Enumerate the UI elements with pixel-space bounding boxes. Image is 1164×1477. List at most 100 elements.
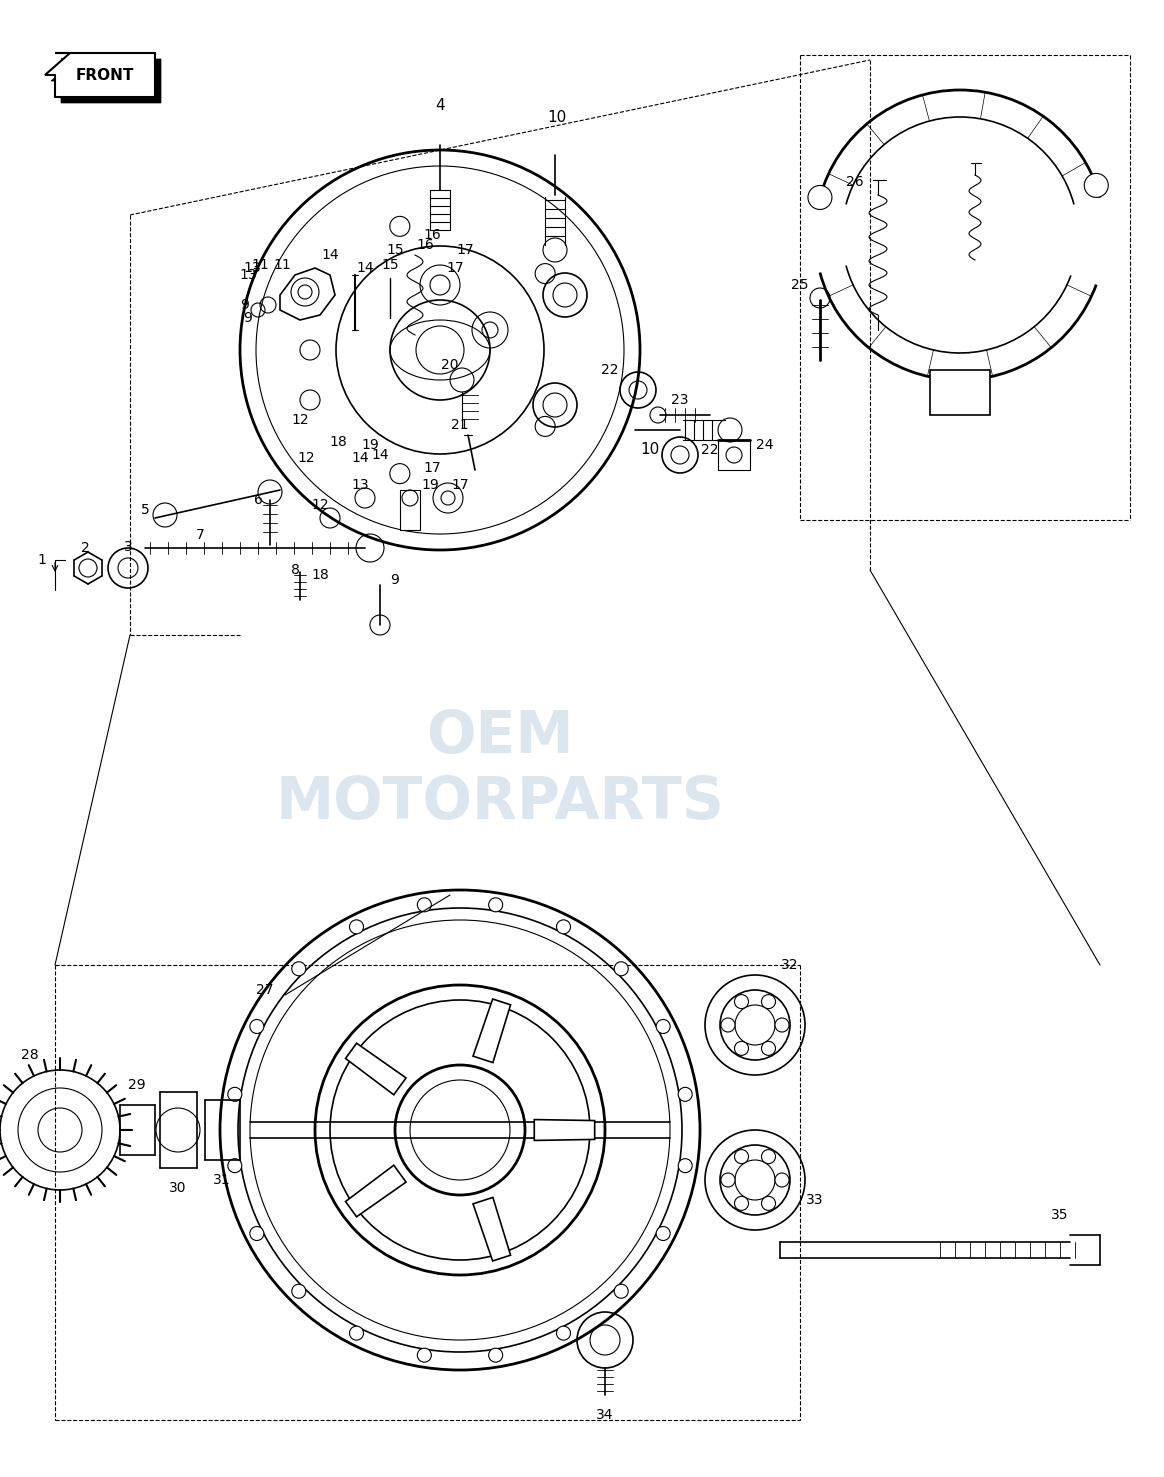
Polygon shape bbox=[473, 1198, 511, 1261]
Text: 12: 12 bbox=[291, 414, 308, 427]
Text: 6: 6 bbox=[254, 493, 262, 507]
Circle shape bbox=[298, 285, 312, 298]
Circle shape bbox=[228, 1087, 242, 1102]
Text: 24: 24 bbox=[757, 439, 774, 452]
Text: 22: 22 bbox=[602, 363, 619, 377]
Text: 35: 35 bbox=[1051, 1208, 1069, 1221]
Polygon shape bbox=[473, 998, 511, 1062]
Text: 32: 32 bbox=[781, 959, 799, 972]
Circle shape bbox=[292, 1284, 306, 1298]
Circle shape bbox=[615, 1284, 629, 1298]
Circle shape bbox=[489, 898, 503, 911]
Circle shape bbox=[250, 1019, 264, 1034]
Text: 14: 14 bbox=[356, 261, 374, 275]
Text: 22: 22 bbox=[701, 443, 718, 456]
Text: 17: 17 bbox=[456, 244, 474, 257]
Text: 13: 13 bbox=[352, 479, 369, 492]
Text: 11: 11 bbox=[274, 258, 291, 272]
Circle shape bbox=[228, 1158, 242, 1173]
Circle shape bbox=[734, 1041, 748, 1056]
Text: 10: 10 bbox=[640, 443, 660, 458]
Circle shape bbox=[292, 962, 306, 976]
Circle shape bbox=[418, 898, 432, 911]
Circle shape bbox=[418, 1349, 432, 1362]
Text: 15: 15 bbox=[381, 258, 399, 272]
Text: OEM
MOTORPARTS: OEM MOTORPARTS bbox=[276, 709, 724, 832]
Text: 29: 29 bbox=[128, 1078, 146, 1092]
Polygon shape bbox=[346, 1165, 406, 1217]
Circle shape bbox=[656, 1019, 670, 1034]
Text: 18: 18 bbox=[329, 436, 347, 449]
Circle shape bbox=[291, 278, 319, 306]
Text: 14: 14 bbox=[321, 248, 339, 261]
Text: 25: 25 bbox=[792, 278, 809, 292]
Text: 21: 21 bbox=[452, 418, 469, 431]
Text: 7: 7 bbox=[196, 527, 205, 542]
Text: FRONT: FRONT bbox=[76, 68, 134, 83]
Circle shape bbox=[250, 1226, 264, 1241]
Circle shape bbox=[761, 1149, 775, 1164]
Polygon shape bbox=[45, 53, 155, 97]
Circle shape bbox=[1084, 173, 1108, 198]
Text: 16: 16 bbox=[424, 227, 441, 242]
Polygon shape bbox=[400, 490, 420, 530]
Text: 2: 2 bbox=[80, 541, 90, 555]
Text: 9: 9 bbox=[243, 312, 253, 325]
Text: 28: 28 bbox=[21, 1049, 38, 1062]
Polygon shape bbox=[534, 1120, 595, 1140]
Text: 11: 11 bbox=[251, 258, 269, 272]
Circle shape bbox=[775, 1018, 789, 1032]
Text: 19: 19 bbox=[361, 439, 378, 452]
Text: 13: 13 bbox=[239, 267, 257, 282]
Text: 8: 8 bbox=[291, 563, 299, 578]
Circle shape bbox=[615, 962, 629, 976]
Circle shape bbox=[734, 1149, 748, 1164]
Circle shape bbox=[734, 1196, 748, 1210]
Text: 20: 20 bbox=[441, 357, 459, 372]
Text: 4: 4 bbox=[435, 97, 445, 112]
Text: 19: 19 bbox=[421, 479, 439, 492]
Polygon shape bbox=[51, 59, 161, 103]
Text: 3: 3 bbox=[123, 541, 133, 554]
Text: 33: 33 bbox=[807, 1193, 824, 1207]
Circle shape bbox=[679, 1158, 693, 1173]
Text: 27: 27 bbox=[256, 984, 274, 997]
Text: 5: 5 bbox=[141, 504, 149, 517]
Text: 17: 17 bbox=[424, 461, 441, 476]
Circle shape bbox=[775, 1173, 789, 1188]
Text: 17: 17 bbox=[452, 479, 469, 492]
Text: 9: 9 bbox=[241, 298, 249, 312]
Circle shape bbox=[761, 1196, 775, 1210]
Circle shape bbox=[556, 1326, 570, 1340]
Text: 14: 14 bbox=[371, 448, 389, 462]
Circle shape bbox=[761, 1041, 775, 1056]
Circle shape bbox=[721, 1018, 734, 1032]
Text: 30: 30 bbox=[169, 1182, 186, 1195]
Circle shape bbox=[761, 994, 775, 1009]
Circle shape bbox=[679, 1087, 693, 1102]
Circle shape bbox=[556, 920, 570, 933]
Text: 13: 13 bbox=[243, 261, 261, 275]
Text: 18: 18 bbox=[311, 569, 329, 582]
Circle shape bbox=[349, 920, 363, 933]
Polygon shape bbox=[930, 371, 991, 415]
Text: 23: 23 bbox=[672, 393, 689, 408]
Circle shape bbox=[656, 1226, 670, 1241]
Polygon shape bbox=[281, 267, 335, 321]
Text: 16: 16 bbox=[416, 238, 434, 253]
Text: 26: 26 bbox=[846, 174, 864, 189]
Text: 31: 31 bbox=[213, 1173, 230, 1188]
Text: 15: 15 bbox=[386, 244, 404, 257]
Text: 17: 17 bbox=[446, 261, 463, 275]
Circle shape bbox=[349, 1326, 363, 1340]
Text: 12: 12 bbox=[311, 498, 328, 513]
Text: 34: 34 bbox=[596, 1408, 613, 1422]
Text: 14: 14 bbox=[352, 450, 369, 465]
Text: 12: 12 bbox=[297, 450, 314, 465]
Text: 10: 10 bbox=[547, 111, 567, 126]
Text: 9: 9 bbox=[391, 573, 399, 586]
Circle shape bbox=[721, 1173, 734, 1188]
Circle shape bbox=[489, 1349, 503, 1362]
Circle shape bbox=[808, 186, 832, 210]
Circle shape bbox=[734, 994, 748, 1009]
